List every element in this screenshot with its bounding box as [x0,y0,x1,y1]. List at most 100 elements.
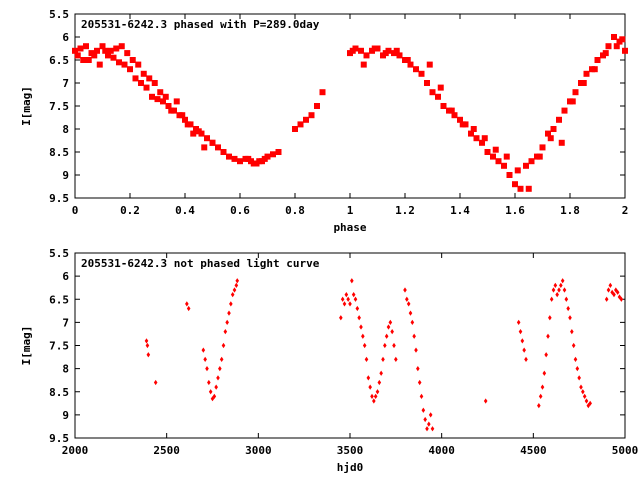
x-tick-label: 1.2 [395,204,415,217]
data-point [83,43,89,50]
data-point [459,121,466,128]
data-point [622,47,628,54]
data-point [406,301,411,307]
y-tick-label: 8 [62,123,69,136]
data-point [429,89,436,96]
data-point [426,61,433,68]
data-point [179,112,186,119]
data-point [424,80,430,86]
y-tick-label: 7 [62,316,69,329]
data-point [105,52,111,59]
y-tick-label: 6 [62,31,69,44]
data-point [561,107,568,114]
data-point [344,292,349,298]
data-point [110,54,117,61]
data-point [342,301,347,307]
data-point [562,287,567,293]
data-point [416,366,420,372]
data-point [140,70,147,77]
data-point [319,89,326,96]
data-point [203,356,207,362]
x-axis-title: hjd0 [337,461,364,474]
data-point [94,47,100,54]
data-point [165,103,172,109]
data-point [423,416,427,423]
data-point [168,107,175,114]
data-points [144,278,624,432]
data-point [412,333,416,339]
data-point [608,282,613,288]
data-point [546,333,550,339]
data-point [102,47,109,54]
data-point [124,50,131,57]
data-point [373,393,378,399]
data-point [394,356,398,362]
data-point [577,375,581,381]
data-point [157,89,164,96]
data-point [606,287,611,293]
data-point [185,301,189,307]
data-point [340,296,345,302]
data-point [226,153,232,160]
y-tick-label: 9 [62,409,69,422]
x-tick-label: 1.8 [560,204,580,217]
data-point [506,172,513,178]
data-point [144,338,149,344]
data-point [292,126,298,132]
data-point [545,130,551,137]
data-point [145,342,150,349]
data-point [430,426,435,432]
data-point [204,135,210,142]
data-point [437,84,444,91]
data-point [91,52,98,59]
y-tick-label: 6.5 [49,54,69,67]
data-point [72,47,78,54]
data-point [149,93,155,100]
data-point [370,393,374,399]
data-point [361,333,365,339]
data-point [481,135,488,142]
data-point [129,57,136,63]
data-point [483,398,488,404]
data-point [573,356,578,362]
data-point [99,43,106,50]
y-tick-label: 5.5 [49,8,69,21]
y-tick-label: 7.5 [49,100,69,113]
data-point [184,121,191,128]
data-point [503,153,510,160]
data-point [612,292,616,298]
data-point [390,329,394,335]
data-point [308,112,315,119]
y-axis-title: I[mag] [20,326,33,366]
data-point [613,43,620,50]
data-point [384,333,389,339]
data-point [85,57,92,63]
data-point [314,103,320,109]
data-point [457,116,463,123]
data-point [421,407,426,413]
data-point [80,57,87,63]
data-point [403,287,407,293]
data-point [558,139,565,146]
data-point [408,310,413,316]
data-point [153,379,158,386]
data-point [549,296,554,302]
data-point [195,128,202,135]
data-point [368,384,372,390]
data-point [231,155,238,162]
data-point [588,400,592,406]
data-point [151,80,158,86]
data-point [113,45,120,52]
data-point [351,292,356,298]
data-point [229,301,233,307]
data-point [448,107,455,114]
data-point [517,185,524,192]
chart-title: 205531-6242.3 phased with P=289.0day [81,18,320,31]
data-point [303,116,309,123]
data-point [528,158,535,165]
x-tick-label: 2 [622,204,629,217]
data-point [261,155,268,162]
data-point [225,319,229,325]
data-point [566,305,570,312]
data-point [339,315,343,321]
